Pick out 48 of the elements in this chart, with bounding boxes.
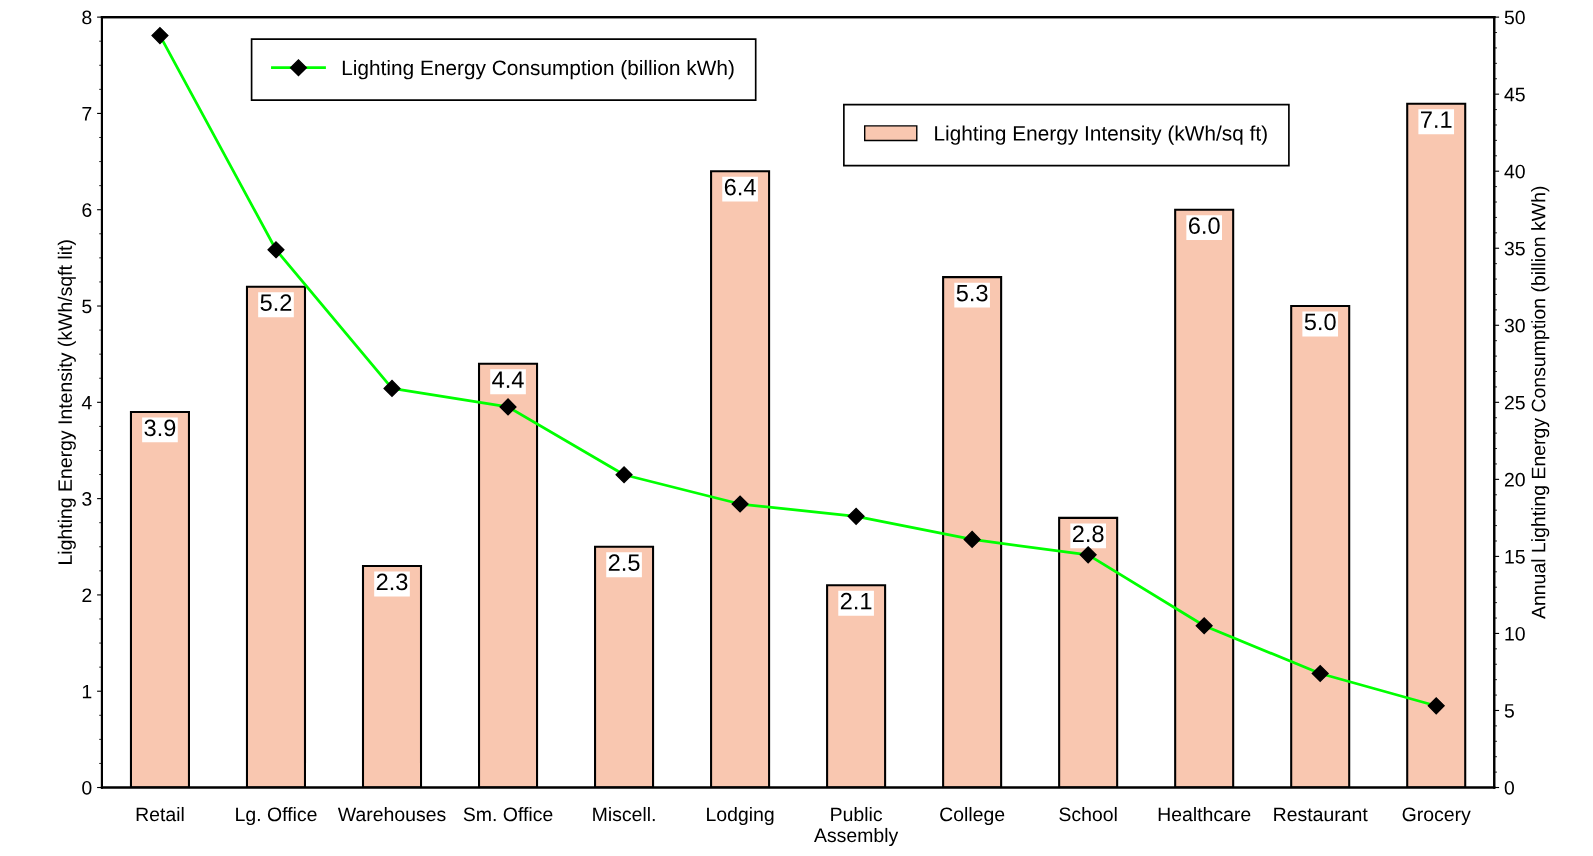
y2-tick-label: 45 (1504, 87, 1525, 102)
y2-tick-label: 40 (1504, 164, 1525, 179)
y-tick-label: 3 (82, 492, 92, 506)
y2-tick-label: 10 (1505, 626, 1525, 641)
x-tick-label: Miscell. (593, 806, 655, 822)
y-tick-label: 5 (82, 299, 92, 314)
y-tick-label: 4 (81, 395, 92, 410)
x-tick-label: Lg. Office (236, 806, 317, 826)
data-label: 6.4 (724, 178, 756, 196)
data-label: 7.1 (1421, 111, 1452, 128)
y-tick-label: 8 (82, 10, 92, 25)
x-tick-label: Sm. Office (463, 806, 553, 822)
y2-tick-label: 50 (1504, 10, 1525, 25)
y-tick-label: 7 (82, 107, 92, 121)
x-tick-label: Warehouses (337, 806, 446, 822)
data-label: 2.3 (376, 573, 408, 591)
y-tick-label: 6 (82, 203, 92, 217)
data-label: 5.3 (956, 284, 988, 302)
data-label: 6.0 (1188, 217, 1220, 235)
data-label: 2.8 (1072, 525, 1104, 543)
data-label: 4.4 (492, 371, 524, 388)
y-axis-title: Lighting Energy Intensity (kWh/sqft lit) (57, 240, 76, 564)
y-tick-label: 2 (82, 588, 92, 602)
y2-tick-label: 20 (1504, 472, 1525, 487)
data-label: 2.5 (608, 554, 640, 572)
x-tick-label: Lodging (707, 806, 774, 826)
x-tick-label: Public Assembly (814, 806, 899, 847)
y-tick-label: 0 (82, 780, 92, 795)
data-label: 3.9 (144, 419, 176, 437)
legend-label: Lighting Energy Intensity (kWh/sq ft) (935, 125, 1267, 145)
x-tick-label: Healthcare (1158, 806, 1251, 822)
data-label: 5.0 (1304, 313, 1336, 331)
data-label: 2.1 (840, 592, 872, 610)
x-tick-label: School (1059, 806, 1117, 822)
y2-tick-label: 30 (1504, 318, 1525, 333)
y2-axis-title: Annual Lighting Energy Consumption (billion kWh) (1531, 186, 1550, 619)
data-label: 5.2 (260, 294, 292, 312)
x-tick-label: Grocery (1402, 807, 1471, 826)
x-tick-label: College (940, 806, 1005, 826)
y2-tick-label: 35 (1504, 241, 1525, 256)
y2-tick-label: 5 (1504, 704, 1514, 718)
x-tick-label: Restaurant (1274, 807, 1368, 822)
y-tick-label: 1 (82, 684, 92, 699)
y2-tick-label: 25 (1504, 395, 1525, 410)
x-tick-label: Retail (136, 806, 184, 822)
legend-label: Lighting Energy Consumption (billion kWh) (342, 59, 734, 80)
y2-tick-label: 15 (1505, 550, 1525, 564)
y2-tick-label: 0 (1504, 780, 1515, 795)
